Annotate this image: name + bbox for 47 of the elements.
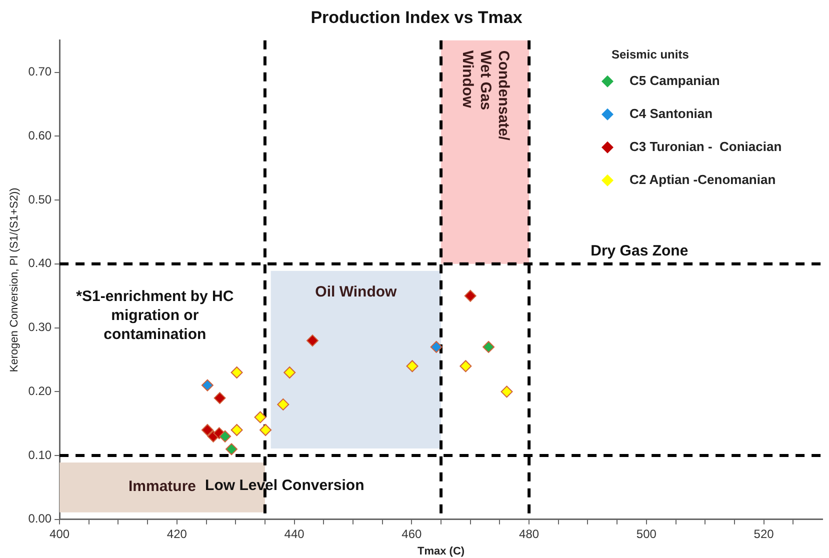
point (460, 360, 472, 372)
legend-label: C3 Turonian - Coniacian (630, 138, 782, 154)
band-label: Condensate/ Wet Gas Window (458, 50, 512, 142)
x-tick-label: 520 (754, 526, 774, 541)
point (277, 398, 290, 410)
x-axis-title: Tmax (C) (417, 545, 465, 558)
point (214, 392, 226, 404)
point (260, 424, 272, 436)
y-tick-label: 0.60 (28, 128, 52, 143)
chart-title: Production Index vs Tmax (310, 8, 523, 27)
y-tick-label: 0.00 (28, 512, 52, 526)
x-tick-label: 420 (166, 526, 188, 541)
band-label: Immature (128, 478, 196, 496)
y-axis-title: Kerogen Conversion, PI (S1/(S1+S2)) (8, 188, 21, 372)
annotation: *S1-enrichment by HC migration or contamination (76, 288, 234, 343)
legend-label: C4 Santonian (630, 106, 713, 121)
y-tick-label: 0.50 (28, 192, 52, 206)
point (230, 366, 243, 379)
point (254, 411, 266, 424)
point (406, 360, 418, 372)
legend-title: Seismic units (612, 48, 690, 62)
annotation: Dry Gas Zone (590, 242, 688, 260)
point (226, 443, 238, 456)
x-tick-label: 500 (636, 526, 657, 541)
annotation: Low Level Conversion (205, 477, 364, 494)
point (201, 424, 214, 436)
y-tick-label: 0.70 (28, 64, 52, 79)
x-tick-label: 400 (50, 526, 70, 541)
point (219, 430, 232, 442)
x-tick-label: 460 (402, 526, 422, 541)
x-tick-label: 440 (284, 526, 305, 541)
legend-label: C5 Campanian (630, 72, 720, 88)
point (201, 379, 214, 392)
x-tick-label: 480 (519, 526, 540, 541)
legend-label: C2 Aptian -Cenomanian (630, 172, 776, 187)
band-label: Oil Window (315, 284, 398, 301)
point (464, 290, 476, 302)
y-tick-label: 0.30 (28, 320, 52, 334)
y-tick-label: 0.40 (28, 256, 52, 270)
point (482, 340, 495, 353)
y-tick-label: 0.10 (28, 448, 52, 462)
y-tick-label: 0.20 (28, 384, 52, 398)
point (306, 334, 318, 347)
point (430, 340, 442, 353)
point (230, 424, 243, 436)
point (284, 366, 296, 379)
point (500, 386, 513, 398)
